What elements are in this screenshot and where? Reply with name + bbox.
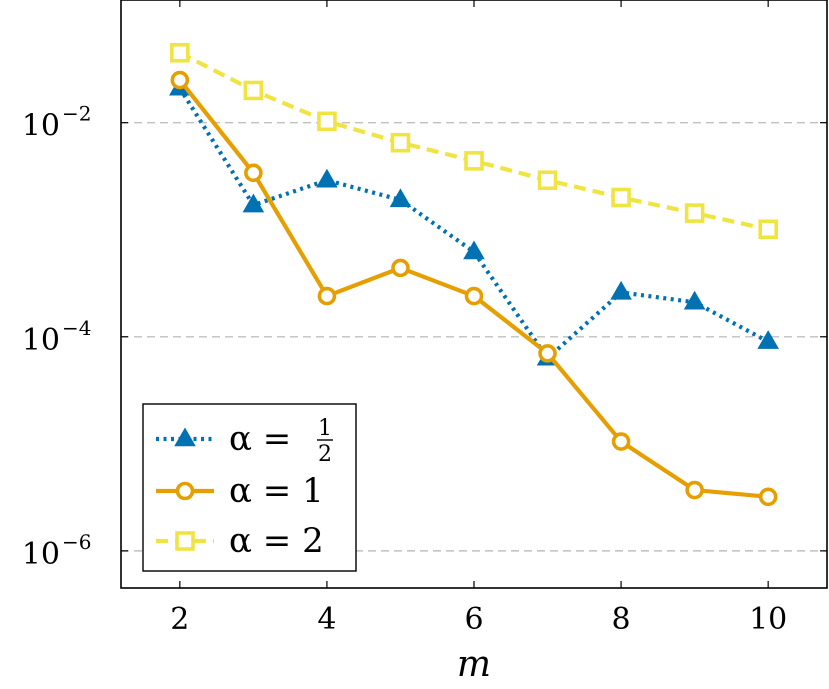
data-point xyxy=(683,290,706,310)
x-axis-title: m xyxy=(457,644,491,685)
data-point xyxy=(610,280,632,300)
x-tick-label: 10 xyxy=(749,602,787,637)
y-tick-label: 10 xyxy=(22,109,60,144)
data-point xyxy=(537,170,558,191)
y-tick-label-exponent: −2 xyxy=(62,102,91,126)
legend-label-denominator: 2 xyxy=(318,442,332,467)
data-point xyxy=(684,203,705,223)
data-point xyxy=(317,286,337,306)
data-point xyxy=(170,70,190,90)
y-tick-label-exponent: −6 xyxy=(62,530,91,554)
data-point xyxy=(685,480,704,500)
legend-marker xyxy=(175,531,195,551)
data-point xyxy=(757,330,779,349)
data-point xyxy=(244,163,263,183)
data-point xyxy=(317,111,337,132)
data-point xyxy=(611,432,631,451)
data-point xyxy=(389,188,412,208)
legend-entry: α = 1 xyxy=(156,471,324,511)
data-point xyxy=(538,344,557,363)
x-axis-ticks: 2 4 6 8 10 xyxy=(170,0,787,637)
series-line xyxy=(178,50,769,232)
data-point xyxy=(170,42,190,63)
y-tick-label: 10 xyxy=(22,537,60,572)
y-tick-label: 10 xyxy=(22,323,60,358)
legend-label: α = xyxy=(229,419,291,459)
legend-entry: α = 12 xyxy=(156,416,333,467)
x-tick-label: 6 xyxy=(464,602,483,637)
data-point xyxy=(611,187,631,208)
x-tick-label: 4 xyxy=(317,602,336,637)
series-line xyxy=(178,87,770,361)
data-point xyxy=(758,487,778,507)
legend-label-numerator: 1 xyxy=(318,416,332,441)
legend-entry: α = 2 xyxy=(156,521,324,561)
data-point xyxy=(391,258,410,278)
y-tick-label-exponent: −4 xyxy=(62,316,91,340)
legend-marker xyxy=(174,427,196,447)
data-point xyxy=(243,80,264,101)
data-point xyxy=(390,132,411,153)
data-point xyxy=(463,240,485,260)
series-layer xyxy=(169,42,779,507)
x-tick-label: 8 xyxy=(612,602,631,637)
series-square xyxy=(170,42,778,240)
data-point xyxy=(464,151,484,171)
legend-label: α = 1 xyxy=(229,471,324,511)
series-circle xyxy=(170,70,778,507)
data-point xyxy=(316,168,338,188)
y-axis-ticks: 10−610−410−2 xyxy=(22,102,827,572)
legend: α = 12 α = 1 α = 2 xyxy=(142,403,357,572)
data-point xyxy=(758,219,778,240)
legend-marker xyxy=(175,481,195,501)
legend-label: α = 2 xyxy=(229,521,324,561)
data-point xyxy=(242,193,265,213)
x-tick-label: 2 xyxy=(170,602,189,637)
data-point xyxy=(464,286,484,306)
